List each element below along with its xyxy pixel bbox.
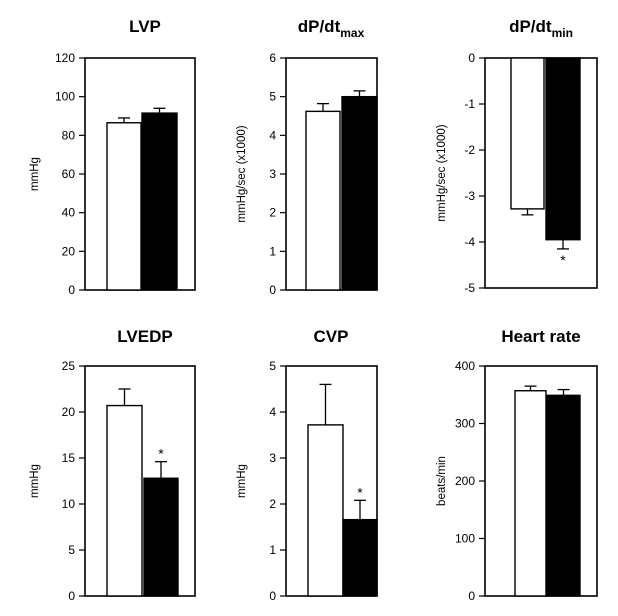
y-tick-label: 3 [269, 167, 276, 181]
y-tick-label: -2 [464, 143, 475, 157]
y-axis-label: mmHg [29, 464, 41, 498]
y-tick-label: 100 [455, 532, 475, 546]
y-tick-label: 400 [455, 359, 475, 373]
y-tick-label: 120 [55, 51, 75, 65]
y-tick-label: 0 [68, 589, 75, 603]
y-tick-label: 0 [68, 283, 75, 297]
y-tick-label: -4 [464, 235, 475, 249]
y-tick-label: 2 [269, 206, 276, 220]
chart-title: dP/dtmin [509, 17, 573, 40]
significance-marker: * [158, 446, 164, 462]
y-tick-label: 10 [62, 497, 76, 511]
y-tick-label: 1 [269, 244, 276, 258]
y-axis-label: mmHg/sec (x1000) [236, 125, 248, 222]
y-tick-label: 20 [62, 405, 76, 419]
bar-control [307, 424, 344, 597]
bar-control [106, 404, 143, 597]
y-tick-label: 0 [468, 589, 475, 603]
y-axis-label: mmHg/sec (x1000) [436, 124, 448, 221]
y-tick-label: 15 [62, 451, 76, 465]
y-axis-label: mmHg [29, 157, 41, 191]
y-tick-label: 60 [62, 167, 76, 181]
bar-treated [141, 112, 178, 291]
y-tick-label: 40 [62, 206, 76, 220]
y-tick-label: 0 [269, 589, 276, 603]
y-tick-label: 0 [269, 283, 276, 297]
chart-title: Heart rate [501, 327, 580, 346]
y-tick-label: 25 [62, 359, 76, 373]
chart-title-subscript: max [340, 26, 364, 40]
bar-treated [341, 95, 378, 291]
significance-marker: * [560, 252, 566, 268]
bar-treated [143, 477, 179, 597]
y-tick-label: 300 [455, 417, 475, 431]
y-tick-label: 4 [269, 128, 276, 142]
y-tick-label: 1 [269, 543, 276, 557]
chart-title: LVEDP [117, 327, 172, 346]
y-tick-label: 3 [269, 451, 276, 465]
y-tick-label: 100 [55, 90, 75, 104]
bar-treated [545, 57, 581, 241]
chart-panel-6: Heart rate 0 100 200 300 400 beats/min [436, 327, 598, 603]
y-tick-label: -1 [464, 97, 475, 111]
y-tick-label: 0 [468, 51, 475, 65]
chart-panel-2: dP/dtmax 0 1 2 3 4 5 6 mmHg/sec (x1000) [236, 17, 378, 297]
chart-title: CVP [314, 327, 349, 346]
significance-marker: * [357, 484, 363, 500]
y-tick-label: 6 [269, 51, 276, 65]
y-tick-label: 20 [62, 244, 76, 258]
y-tick-label: 2 [269, 497, 276, 511]
y-tick-label: 5 [269, 359, 276, 373]
bar-treated [342, 518, 378, 597]
y-tick-label: 5 [68, 543, 75, 557]
chart-panel-4: LVEDP 0 5 10 15 20 25 mmHg * [29, 327, 196, 603]
chart-panel-5: CVP 0 1 2 3 4 5 mmHg * [236, 327, 378, 603]
y-tick-label: 200 [455, 474, 475, 488]
y-axis-label: mmHg [236, 464, 248, 498]
y-axis-label: beats/min [436, 456, 448, 506]
y-tick-label: 4 [269, 405, 276, 419]
chart-title-subscript: min [552, 26, 573, 40]
chart-title: dP/dtmax [298, 17, 365, 40]
bar-control [514, 390, 547, 597]
bar-control [106, 122, 142, 291]
bar-control [305, 110, 341, 291]
y-tick-label: 5 [269, 90, 276, 104]
chart-title: LVP [129, 17, 161, 36]
chart-panel-1: LVP 0 20 40 60 80 100 120 mmHg [29, 17, 196, 297]
y-tick-label: 80 [62, 128, 76, 142]
y-tick-label: -3 [464, 189, 475, 203]
y-tick-label: -5 [464, 281, 475, 295]
bar-treated [546, 394, 581, 597]
bar-control [510, 57, 545, 210]
chart-panel-3: dP/dtmin 0 -1 -2 -3 -4 -5 mmHg/sec (x1000) * [436, 17, 598, 295]
